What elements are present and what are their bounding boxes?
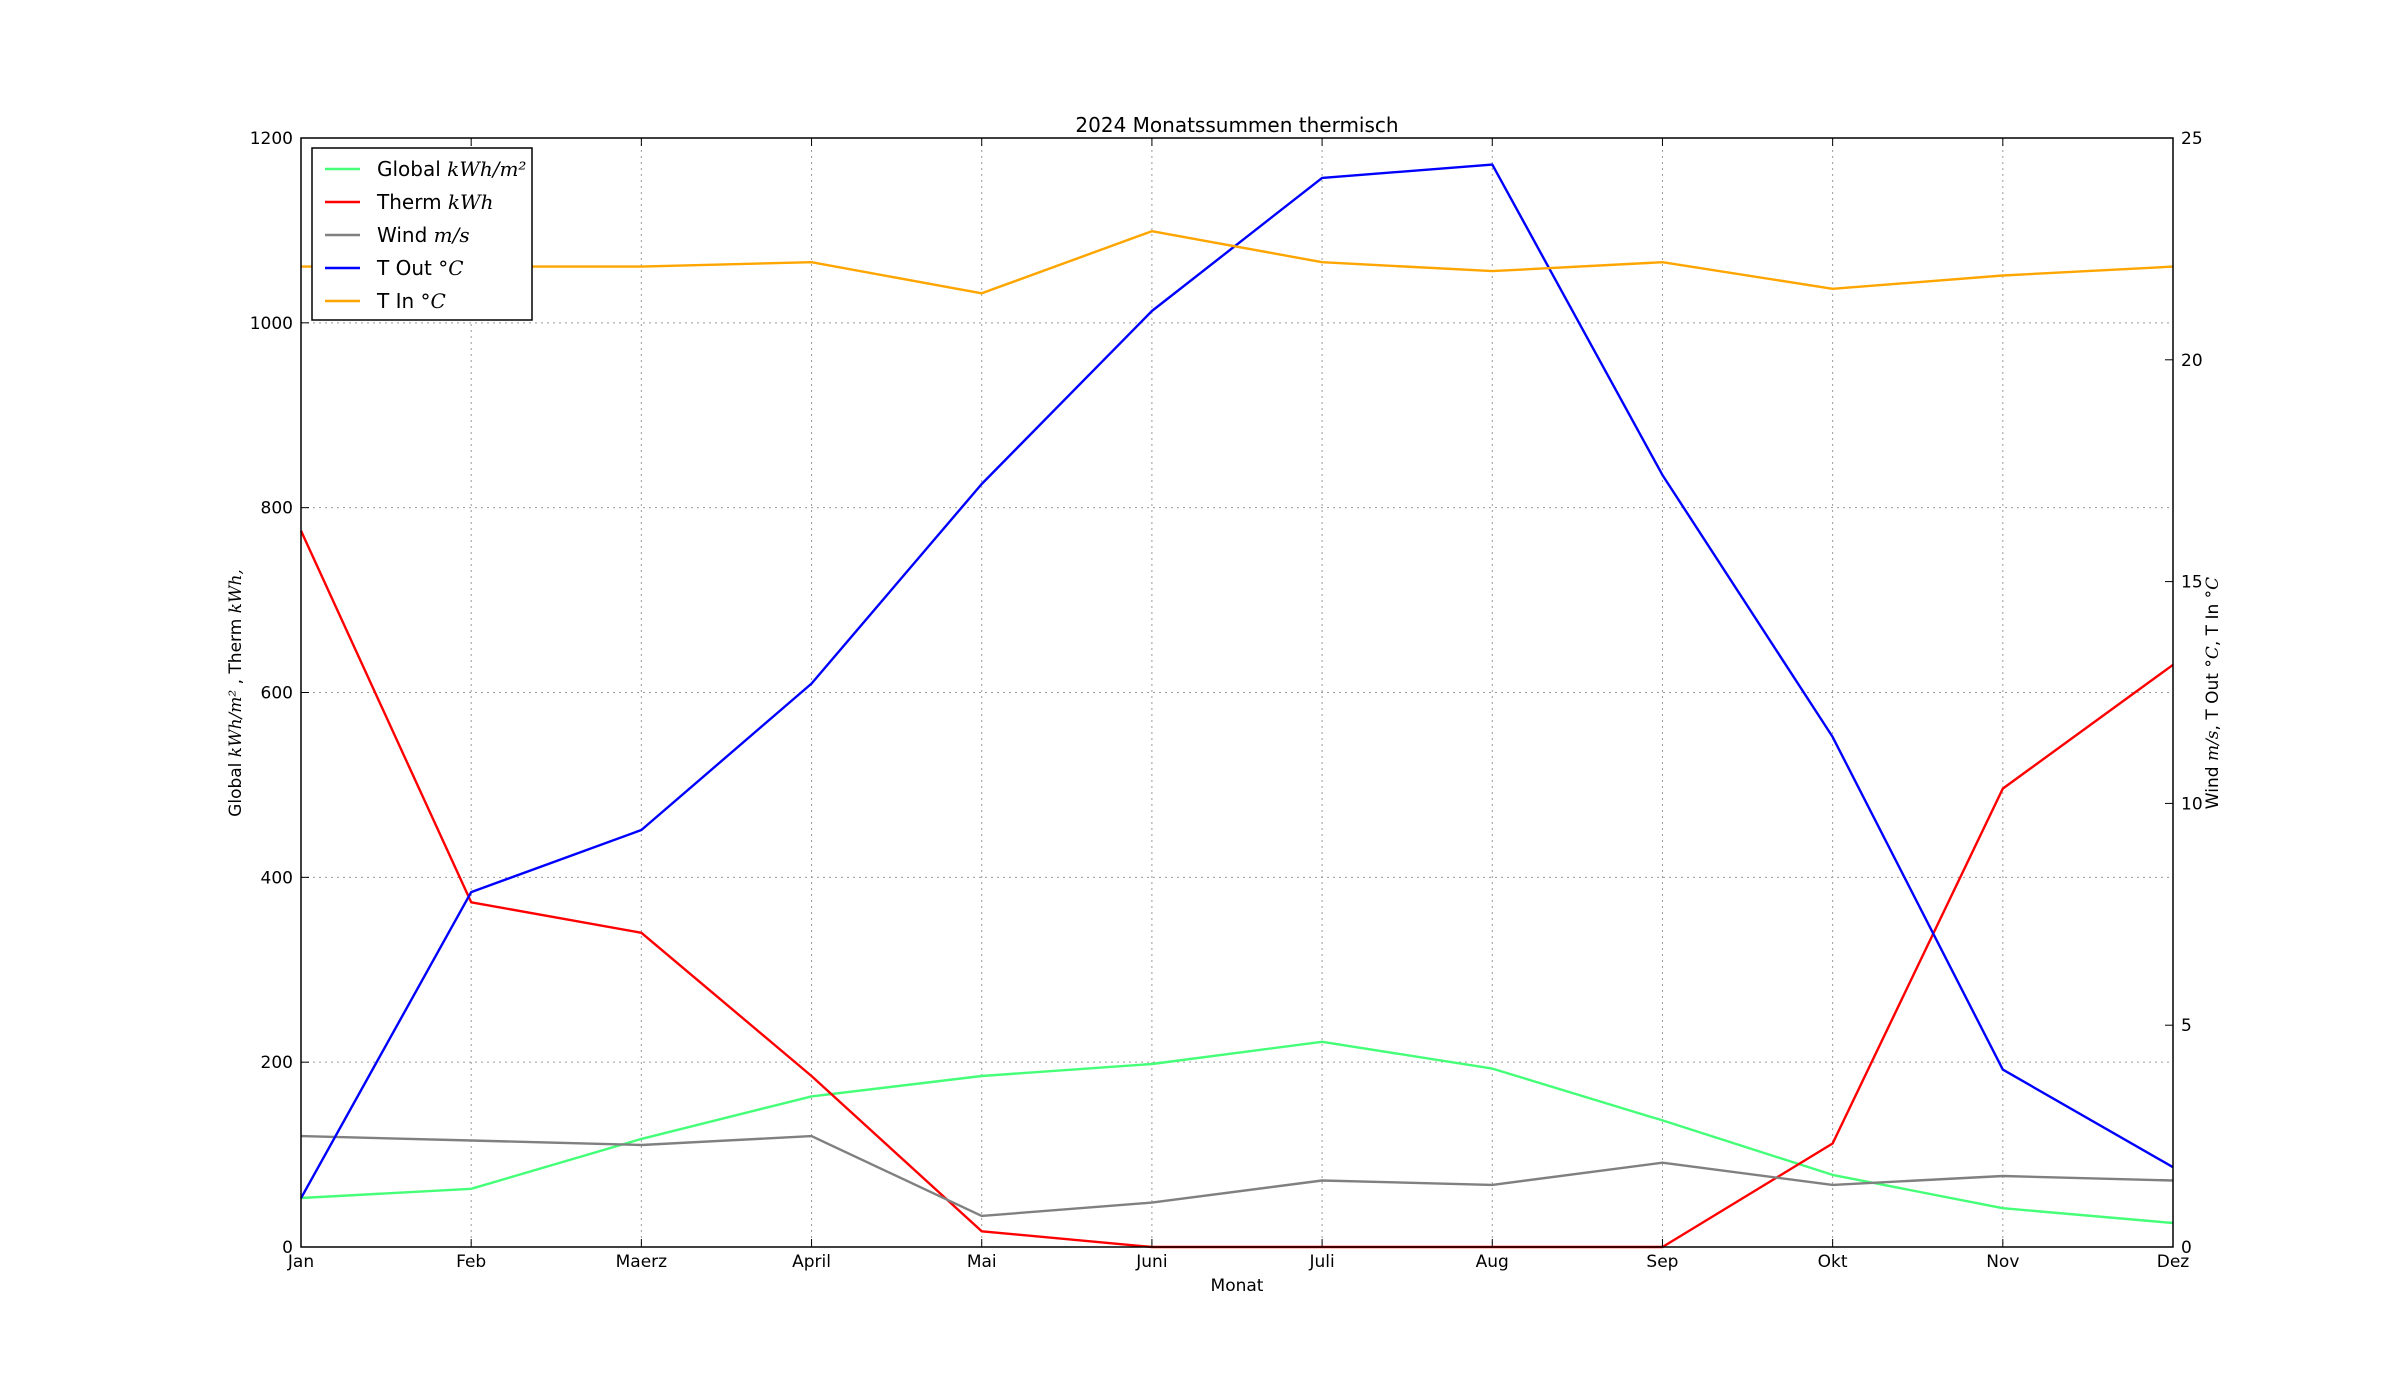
- legend-unit: °C: [421, 289, 446, 313]
- series-line-t-out: [299, 163, 2174, 1199]
- legend-name: Global: [377, 157, 447, 181]
- x-tick-label: Aug: [1476, 1252, 1509, 1272]
- legend-name: T Out: [376, 256, 438, 280]
- legend-label-global: Global kWh/m²: [377, 157, 526, 181]
- series-line-therm: [299, 530, 2174, 1249]
- y-tick-label-left: 0: [282, 1238, 293, 1258]
- x-tick-label: Jan: [287, 1252, 314, 1272]
- grid: [300, 137, 2174, 1248]
- y-tick-label-right: 10: [2181, 794, 2203, 814]
- x-tick-label: Feb: [456, 1252, 486, 1272]
- y-tick-label-left: 1000: [250, 314, 293, 334]
- y-tick-label-right: 20: [2181, 351, 2203, 371]
- x-tick-label: Juli: [1308, 1252, 1334, 1272]
- series-lines: [299, 163, 2174, 1249]
- x-tick-label: April: [792, 1252, 831, 1272]
- legend-name: Wind: [377, 223, 434, 247]
- ticks: Jan Feb Maerz April Mai Juni Juli Aug Sep Okt Nov D…: [250, 129, 2203, 1272]
- legend-label-t-in: T In °C: [376, 289, 446, 313]
- legend-label-t-out: T Out °C: [376, 256, 464, 280]
- legend-unit: kWh: [448, 190, 494, 214]
- legend-unit: °C: [438, 256, 463, 280]
- y-tick-label-right: 25: [2181, 129, 2203, 149]
- series-line-global: [300, 1040, 2174, 1225]
- legend-label-therm: Therm kWh: [376, 190, 493, 214]
- legend-name: Therm: [376, 190, 448, 214]
- y-axis-title-left: Global kWh/m² , Therm kWh,: [226, 569, 246, 817]
- x-tick-label: Dez: [2157, 1252, 2190, 1272]
- y-tick-label-right: 15: [2181, 573, 2203, 593]
- legend-unit: kWh/m²: [447, 157, 526, 181]
- series-line-wind: [300, 1134, 2174, 1218]
- y-tick-label-left: 400: [261, 868, 293, 888]
- x-axis-title: Monat: [1211, 1276, 1264, 1296]
- series-line-t-in: [301, 229, 2174, 295]
- legend-unit: m/s: [434, 223, 470, 247]
- y-tick-label-right: 5: [2181, 1016, 2192, 1036]
- legend-name: T In: [376, 289, 421, 313]
- x-tick-label: Okt: [1818, 1252, 1848, 1272]
- x-tick-label: Juni: [1135, 1252, 1167, 1272]
- y-tick-label-left: 1200: [250, 129, 293, 149]
- x-tick-label: Nov: [1986, 1252, 2019, 1272]
- y-tick-label-right: 0: [2181, 1238, 2192, 1258]
- x-tick-label: Mai: [967, 1252, 997, 1272]
- x-tick-label: Sep: [1646, 1252, 1678, 1272]
- x-tick-label: Maerz: [616, 1252, 668, 1272]
- y-axis-title-right: Wind m/s, T Out °C, T In °C: [2203, 577, 2223, 809]
- legend-label-wind: Wind m/s: [377, 223, 470, 247]
- y-tick-label-left: 800: [261, 499, 293, 519]
- y-tick-label-left: 200: [261, 1053, 293, 1073]
- y-tick-label-left: 600: [261, 684, 293, 704]
- chart-title: 2024 Monatssummen thermisch: [1075, 113, 1398, 137]
